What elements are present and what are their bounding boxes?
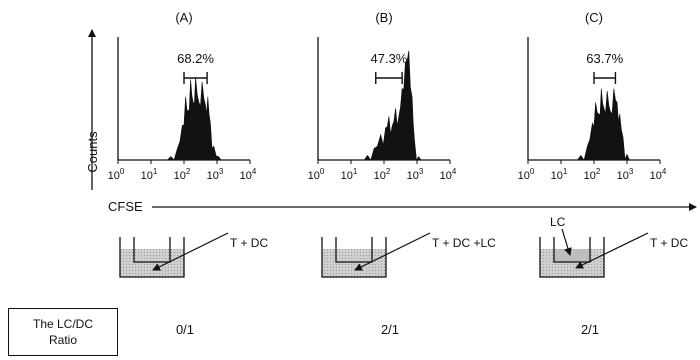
well-b: T + DC +LC bbox=[321, 232, 496, 278]
well-insert bbox=[553, 237, 591, 263]
insert-pointer bbox=[561, 228, 572, 256]
x-tick-label: 104 bbox=[240, 167, 257, 182]
panel-a: (A) 68.2% 100 101 102 103 104 bbox=[108, 10, 257, 182]
panel-label: (A) bbox=[175, 10, 192, 25]
histogram bbox=[164, 77, 224, 161]
x-tick-label: 104 bbox=[440, 167, 457, 182]
x-tick-label: 101 bbox=[551, 167, 568, 182]
x-tick-label: 103 bbox=[207, 167, 224, 182]
histogram bbox=[574, 88, 632, 161]
panel-label: (B) bbox=[375, 10, 392, 25]
well-c: T + DC LC bbox=[539, 215, 688, 278]
insert-medium bbox=[555, 249, 589, 261]
x-tick-label: 100 bbox=[308, 167, 325, 182]
well-outline bbox=[119, 237, 185, 278]
x-tick-label: 102 bbox=[584, 167, 601, 182]
gate-percent: 63.7% bbox=[586, 51, 623, 66]
x-tick-label: 101 bbox=[141, 167, 158, 182]
x-tick-label: 102 bbox=[374, 167, 391, 182]
ratio-value-a: 0/1 bbox=[175, 322, 195, 337]
histogram bbox=[360, 50, 424, 161]
gate-bracket bbox=[183, 72, 208, 84]
well-insert bbox=[335, 237, 373, 263]
well-outline bbox=[539, 237, 605, 278]
ratio-header-box: The LC/DC Ratio bbox=[8, 308, 118, 356]
x-tick-label: 100 bbox=[108, 167, 125, 182]
counts-axis-label: Counts bbox=[85, 131, 100, 173]
well-medium bbox=[120, 249, 184, 277]
well-a: T + DC bbox=[119, 232, 268, 278]
x-tick-label: 100 bbox=[518, 167, 535, 182]
gate-bracket bbox=[593, 72, 617, 84]
ratio-value-c: 2/1 bbox=[580, 322, 600, 337]
well-pointer bbox=[354, 232, 431, 271]
panel-c: (C) 63.7% 100 101 102 103 104 bbox=[518, 10, 667, 182]
ratio-header: The LC/DC Ratio bbox=[32, 317, 94, 347]
insert-label: LC bbox=[550, 215, 566, 229]
gate-percent: 68.2% bbox=[177, 51, 214, 66]
x-tick-label: 104 bbox=[650, 167, 667, 182]
well-insert bbox=[133, 237, 171, 263]
gate-percent: 47.3% bbox=[371, 51, 408, 66]
well-label: T + DC bbox=[650, 236, 688, 250]
gate-bracket bbox=[375, 72, 403, 84]
well-pointer bbox=[575, 232, 649, 269]
well-medium bbox=[322, 249, 386, 277]
well-outline bbox=[321, 237, 387, 278]
x-tick-label: 101 bbox=[341, 167, 358, 182]
panel-b: (B) 47.3% 100 101 102 103 104 bbox=[308, 10, 457, 182]
cfse-axis-label: CFSE bbox=[108, 199, 143, 214]
x-tick-label: 103 bbox=[407, 167, 424, 182]
ratio-value-b: 2/1 bbox=[380, 322, 400, 337]
x-tick-label: 103 bbox=[617, 167, 634, 182]
well-label: T + DC +LC bbox=[432, 236, 496, 250]
well-pointer bbox=[152, 232, 229, 271]
panel-label: (C) bbox=[585, 10, 603, 25]
well-label: T + DC bbox=[230, 236, 268, 250]
x-tick-label: 102 bbox=[174, 167, 191, 182]
